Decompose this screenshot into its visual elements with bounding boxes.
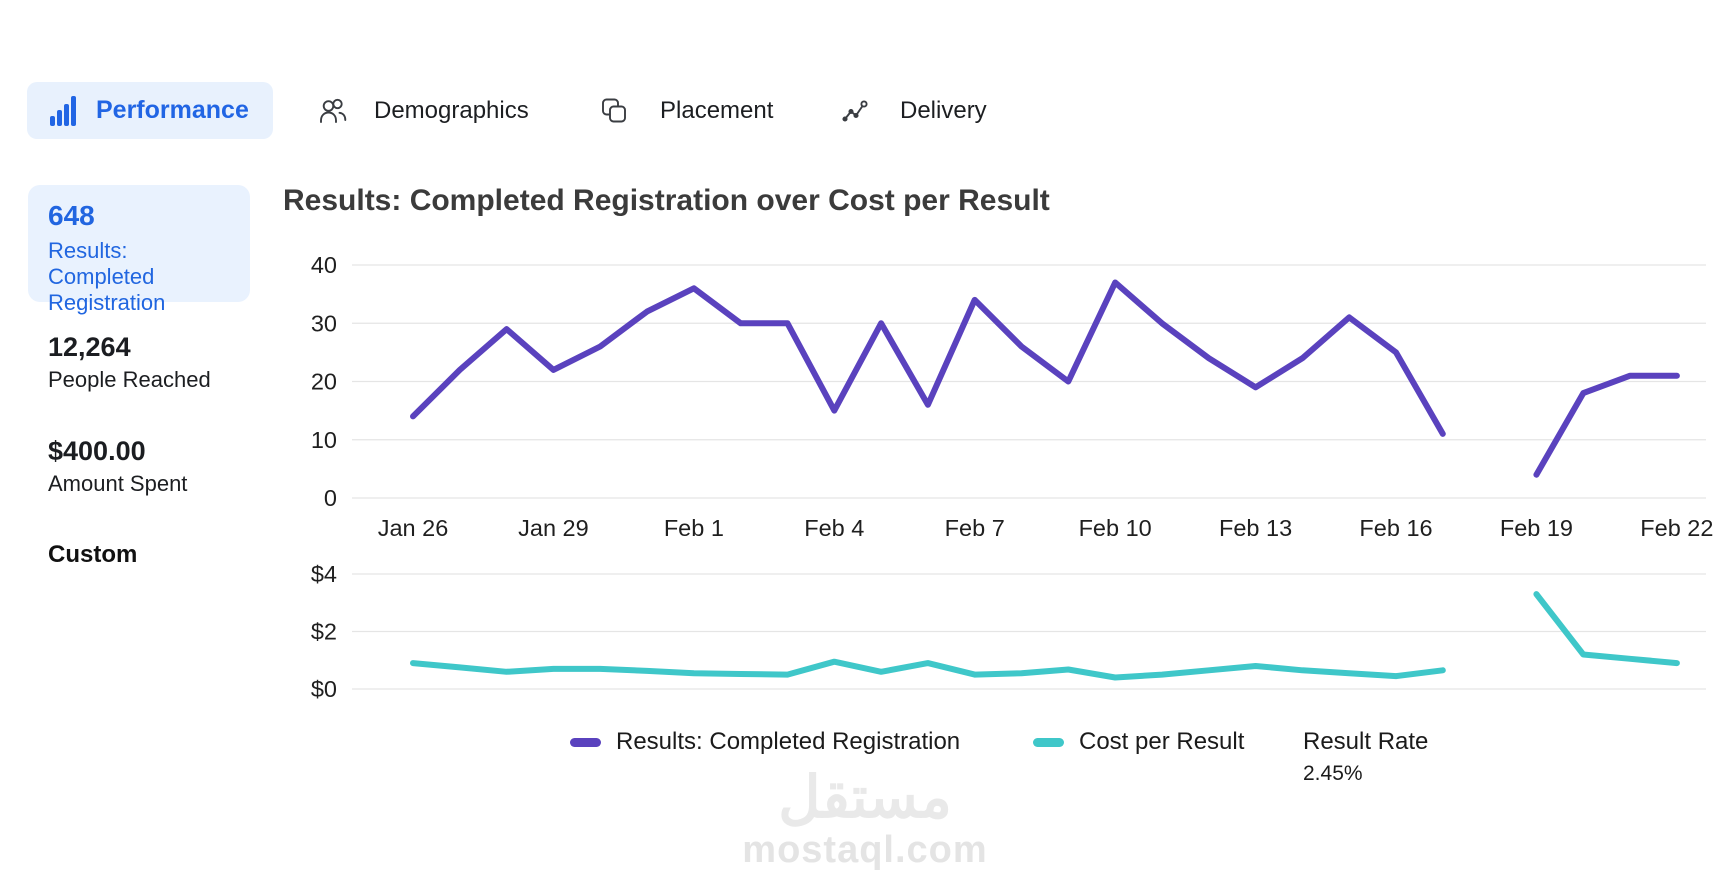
amount-spent-value: $400.00: [48, 436, 146, 466]
svg-text:Feb 19: Feb 19: [1500, 515, 1573, 541]
svg-text:Feb 16: Feb 16: [1359, 515, 1432, 541]
tab-demographics-label: Demographics: [374, 96, 529, 124]
custom-section-label: Custom: [48, 541, 138, 568]
svg-text:$0: $0: [311, 676, 337, 702]
tab-delivery[interactable]: Delivery: [841, 82, 987, 139]
svg-text:Feb 10: Feb 10: [1079, 515, 1152, 541]
watermark: مستقل mostaql.com: [690, 765, 1040, 871]
chart-title: Results: Completed Registration over Cos…: [283, 184, 1050, 217]
tab-performance-label: Performance: [96, 96, 249, 124]
svg-text:10: 10: [311, 427, 337, 453]
trend-line-icon: [842, 99, 868, 122]
result-rate-value: 2.45%: [1303, 762, 1363, 785]
legend-cost-label: Cost per Result: [1079, 728, 1245, 755]
svg-text:Feb 7: Feb 7: [945, 515, 1005, 541]
legend-item-cost: Cost per Result: [1033, 728, 1244, 756]
people-reached-value: 12,264: [48, 332, 131, 362]
svg-text:Feb 13: Feb 13: [1219, 515, 1292, 541]
legend-results-label: Results: Completed Registration: [616, 728, 961, 755]
svg-text:$2: $2: [311, 619, 337, 645]
watermark-arabic: مستقل: [778, 765, 952, 830]
svg-text:0: 0: [324, 485, 337, 511]
svg-text:20: 20: [311, 369, 337, 395]
tab-demographics[interactable]: Demographics: [318, 82, 529, 139]
metric-amount-spent[interactable]: $400.00 Amount Spent: [48, 436, 187, 497]
metric-card-results[interactable]: 648 Results: Completed Registration: [28, 185, 250, 315]
result-rate-label: Result Rate: [1303, 728, 1429, 755]
results-value: 648: [48, 200, 95, 231]
results-line-swatch: [570, 737, 601, 747]
legend-item-results: Results: Completed Registration: [570, 728, 960, 756]
svg-text:$4: $4: [311, 561, 337, 587]
legend-item-result-rate: Result Rate: [1303, 728, 1428, 756]
svg-text:Feb 1: Feb 1: [664, 515, 724, 541]
amount-spent-label: Amount Spent: [48, 471, 188, 496]
tab-delivery-label: Delivery: [900, 96, 987, 124]
metric-people-reached[interactable]: 12,264 People Reached: [48, 332, 211, 393]
cost-line-swatch: [1033, 737, 1064, 747]
svg-text:Jan 26: Jan 26: [378, 515, 449, 541]
tab-placement[interactable]: Placement: [599, 82, 773, 139]
tab-performance[interactable]: Performance: [27, 82, 273, 139]
tab-placement-label: Placement: [660, 96, 774, 124]
results-label: Results: Completed Registration: [48, 238, 166, 315]
svg-text:Feb 22: Feb 22: [1640, 515, 1713, 541]
results-chart[interactable]: 0 10 20 30 40 $0 $2 $4 Jan 26 Jan 29 Feb 1 Feb 4 Feb…: [270, 225, 1728, 705]
svg-text:30: 30: [311, 310, 337, 336]
svg-text:Jan 29: Jan 29: [518, 515, 589, 541]
overlap-squares-icon: [602, 98, 626, 122]
svg-text:Feb 4: Feb 4: [804, 515, 864, 541]
watermark-domain: mostaql.com: [742, 829, 988, 871]
people-reached-label: People Reached: [48, 367, 211, 392]
svg-text:40: 40: [311, 252, 337, 278]
people-icon: [320, 98, 347, 123]
bar-chart-icon: [50, 95, 76, 126]
